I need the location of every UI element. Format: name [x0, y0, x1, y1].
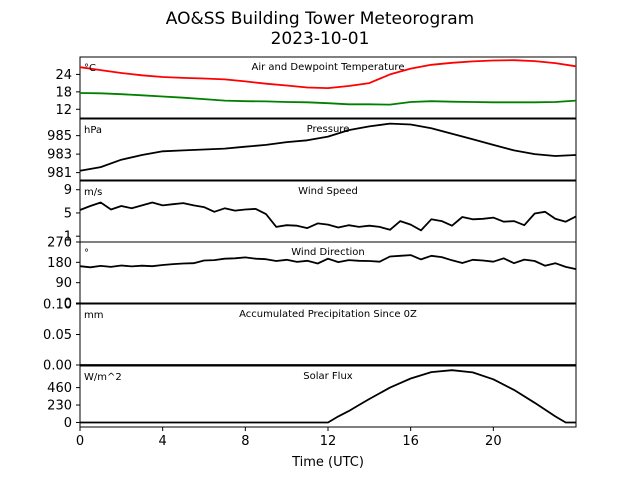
series-line: [79, 122, 577, 172]
series-line: [80, 369, 576, 424]
x-tick-label: 8: [241, 434, 249, 449]
panel-unit-label: °: [84, 248, 89, 259]
figure-title-line2: 2023-10-01: [271, 29, 370, 49]
panel-frame: [79, 241, 577, 304]
x-tick-label: 20: [485, 434, 502, 449]
panel-title: Wind Direction: [291, 247, 365, 258]
y-tick-label: 985: [47, 129, 72, 144]
y-tick-label: 90: [55, 276, 72, 291]
y-tick-label: 0.00: [43, 359, 72, 374]
y-tick-label: 24: [55, 68, 72, 83]
series-line: [79, 92, 577, 106]
y-tick-label: 983: [47, 148, 72, 163]
series-line: [79, 59, 577, 89]
y-tick-label: 180: [47, 256, 72, 271]
y-tick-label: 0.10: [43, 298, 72, 313]
panel-unit-label: W/m^2: [84, 372, 122, 383]
panel-unit-label: mm: [84, 310, 103, 321]
panel-title: Pressure: [307, 124, 350, 135]
y-tick-label: 0.05: [43, 328, 72, 343]
panel-unit-label: m/s: [84, 187, 102, 198]
y-tick-label: 12: [55, 103, 72, 118]
series-line: [79, 254, 577, 270]
panel-unit-label: °C: [84, 63, 96, 74]
y-tick-label: 0: [64, 297, 72, 312]
panel-title: Accumulated Precipitation Since 0Z: [239, 309, 417, 320]
y-tick-label: 5: [64, 206, 72, 221]
y-tick-label: 0: [64, 416, 72, 431]
y-tick-label: 460: [47, 381, 72, 396]
x-axis-label: Time (UTC): [291, 455, 364, 470]
panel-title: Wind Speed: [298, 186, 358, 197]
panel-frame: [79, 56, 577, 119]
series-line: [79, 201, 577, 232]
panel-frame: [79, 118, 577, 181]
x-tick-label: 16: [402, 434, 419, 449]
y-tick-label: 1: [64, 230, 72, 245]
panel-title: Solar Flux: [303, 371, 353, 382]
y-tick-label: 230: [47, 399, 72, 414]
y-tick-label: 18: [55, 85, 72, 100]
x-tick-label: 4: [159, 434, 167, 449]
y-tick-label: 270: [47, 236, 72, 251]
figure-title-line1: AO&SS Building Tower Meteorogram: [166, 9, 474, 29]
panel-title: Air and Dewpoint Temperature: [252, 62, 405, 73]
x-tick-label: 12: [320, 434, 337, 449]
y-tick-label: 9: [64, 183, 72, 198]
y-tick-label: 981: [47, 166, 72, 181]
panel-unit-label: hPa: [84, 125, 102, 136]
x-tick-label: 0: [76, 434, 84, 449]
